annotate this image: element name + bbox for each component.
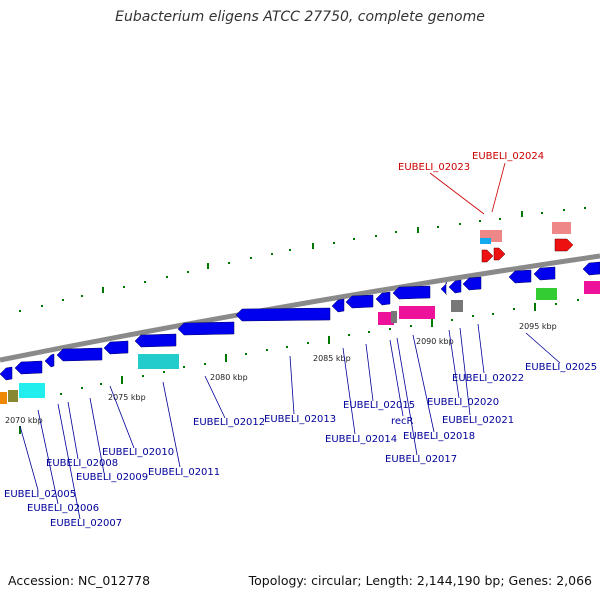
gene-label: EUBELI_02017 — [385, 454, 457, 465]
scale-tick-label: 2095 kbp — [519, 322, 557, 331]
gene-arrow-red-3 — [554, 238, 574, 252]
leader-line — [448, 329, 460, 399]
feature-blue-small — [480, 238, 491, 244]
leader-line — [396, 337, 418, 456]
gene-arrow-8 — [331, 298, 345, 313]
gene-label: EUBELI_02009 — [76, 472, 148, 483]
gene-arrow-9 — [345, 294, 374, 309]
gene-arrow-5 — [134, 333, 177, 348]
gene-arrow-17 — [582, 261, 600, 276]
scale-tick-label: 2080 kbp — [210, 373, 248, 382]
leader-line — [162, 381, 181, 468]
scale-tick-label: 2085 kbp — [313, 354, 351, 363]
gene-label: EUBELI_02010 — [102, 447, 174, 458]
leader-line — [491, 162, 506, 213]
gene-arrow-3 — [56, 347, 103, 362]
leader-line — [204, 375, 226, 419]
gene-arrow-10 — [375, 291, 391, 306]
gene-arrow-16 — [533, 266, 556, 281]
gene-arrow-7 — [235, 307, 331, 322]
leader-line — [89, 397, 105, 474]
leader-line — [289, 355, 295, 415]
leader-line — [67, 401, 79, 460]
feature-cyan-1 — [19, 383, 45, 398]
leader-line — [429, 172, 485, 215]
gene-arrow-2 — [44, 353, 55, 368]
genome-summary-text: Topology: circular; Length: 2,144,190 bp… — [248, 573, 592, 588]
map-title: Eubacterium eligens ATCC 27750, complete… — [115, 9, 485, 25]
gene-label: EUBELI_02024 — [472, 151, 544, 162]
feature-gray-1 — [391, 311, 397, 323]
leader-line — [389, 339, 404, 417]
leader-line — [365, 343, 374, 402]
feature-magenta-3 — [584, 281, 600, 294]
feature-magenta-2 — [399, 306, 435, 319]
gene-arrow-14 — [462, 276, 482, 291]
gene-arrow-4 — [103, 340, 129, 355]
accession-text: Accession: NC_012778 — [8, 573, 151, 588]
gene-label: EUBELI_02013 — [264, 414, 336, 425]
gene-label: EUBELI_02011 — [148, 467, 220, 478]
gene-label: EUBELI_02023 — [398, 162, 470, 173]
feature-gray-2 — [451, 300, 463, 312]
leader-line — [459, 327, 471, 416]
genome-backbone — [0, 253, 600, 363]
gene-label: EUBELI_02014 — [325, 434, 397, 445]
gene-label: EUBELI_02005 — [4, 489, 76, 500]
feature-orange — [0, 392, 7, 404]
scale-tick-label: 2070 kbp — [5, 416, 43, 425]
leader-line — [412, 334, 435, 433]
leader-line — [37, 409, 59, 505]
leader-line — [109, 385, 135, 449]
feature-green — [536, 288, 557, 300]
gene-label: EUBELI_02020 — [427, 397, 499, 408]
scale-tick-label: 2075 kbp — [108, 393, 146, 402]
gene-label: recR — [391, 416, 414, 427]
gene-arrow-0 — [0, 366, 13, 381]
gene-arrow-6 — [177, 321, 235, 336]
feature-pink-2 — [552, 222, 571, 234]
leader-line — [57, 403, 81, 520]
gene-arrow-13 — [448, 279, 462, 294]
gene-label: EUBELI_02012 — [193, 417, 265, 428]
gene-label: EUBELI_02008 — [46, 458, 118, 469]
leader-line — [525, 332, 561, 364]
gene-label: EUBELI_02015 — [343, 400, 415, 411]
gene-arrow-11 — [392, 285, 431, 300]
gene-label: EUBELI_02006 — [27, 503, 99, 514]
leader-line — [342, 347, 356, 435]
gene-arrow-15 — [508, 269, 532, 284]
feature-cyan-2 — [138, 354, 179, 369]
gene-label: EUBELI_02018 — [403, 431, 475, 442]
gene-label: EUBELI_02021 — [442, 415, 514, 426]
gene-arrow-red-1 — [481, 249, 494, 263]
scale-tick-label: 2090 kbp — [416, 337, 454, 346]
gene-label: EUBELI_02025 — [525, 362, 597, 373]
feature-magenta-1 — [378, 312, 394, 325]
feature-olive — [8, 390, 18, 402]
gene-arrow-12 — [440, 281, 448, 296]
leader-line — [19, 425, 39, 491]
gene-label: EUBELI_02022 — [452, 373, 524, 384]
leader-line — [477, 323, 485, 374]
gene-arrow-red-2 — [493, 247, 506, 261]
gene-label: EUBELI_02007 — [50, 518, 122, 529]
gene-arrow-1 — [14, 360, 43, 375]
